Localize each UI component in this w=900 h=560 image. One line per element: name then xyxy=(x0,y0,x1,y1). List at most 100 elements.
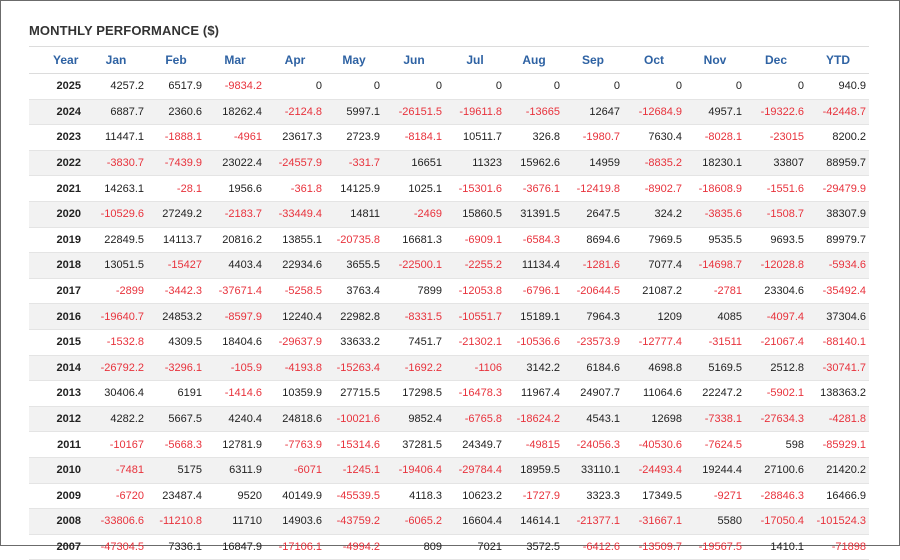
value-cell: 5997.1 xyxy=(325,99,383,126)
value-cell: 13855.1 xyxy=(265,227,325,254)
value-cell: 20816.2 xyxy=(205,227,265,254)
value-cell: 14263.1 xyxy=(85,175,147,202)
value-cell: 7021 xyxy=(445,534,505,560)
value-cell: 2360.6 xyxy=(147,99,205,126)
value-cell: -12028.8 xyxy=(745,252,807,279)
value-cell: 324.2 xyxy=(623,201,685,228)
value-cell: -45539.5 xyxy=(325,483,383,510)
value-cell: -3835.6 xyxy=(685,201,745,228)
value-cell: -8184.1 xyxy=(383,124,445,151)
value-cell: -8028.1 xyxy=(685,124,745,151)
value-cell: 14811 xyxy=(325,201,383,228)
value-cell: -4994.2 xyxy=(325,534,383,560)
value-cell: -19406.4 xyxy=(383,457,445,484)
year-cell: 2024 xyxy=(29,99,85,126)
value-cell: 7451.7 xyxy=(383,329,445,356)
value-cell: -3442.3 xyxy=(147,278,205,305)
value-cell: -5668.3 xyxy=(147,431,205,458)
value-cell: -6065.2 xyxy=(383,508,445,535)
value-cell: -12419.8 xyxy=(563,175,623,202)
value-cell: 15189.1 xyxy=(505,303,563,330)
value-cell: 15860.5 xyxy=(445,201,505,228)
table-row: 2025 4257.2 6517.9 -9834.2 0 0 0 0 0 0 0 0 0 940.9 xyxy=(29,73,869,100)
value-cell: 4085 xyxy=(685,303,745,330)
value-cell: 0 xyxy=(563,73,623,100)
value-cell: 15962.6 xyxy=(505,150,563,177)
value-cell: -24056.3 xyxy=(563,431,623,458)
value-cell: 24349.7 xyxy=(445,431,505,458)
value-cell: 11447.1 xyxy=(85,124,147,151)
value-cell: 8694.6 xyxy=(563,227,623,254)
value-cell: -6909.1 xyxy=(445,227,505,254)
value-cell: 23304.6 xyxy=(745,278,807,305)
value-cell: -47304.5 xyxy=(85,534,147,560)
value-cell: -19640.7 xyxy=(85,303,147,330)
value-cell: -21067.4 xyxy=(745,329,807,356)
value-cell: 9693.5 xyxy=(745,227,807,254)
value-cell: 18959.5 xyxy=(505,457,563,484)
value-cell: 11967.4 xyxy=(505,380,563,407)
value-cell: -20644.5 xyxy=(563,278,623,305)
value-cell: -33806.6 xyxy=(85,508,147,535)
ytd-cell: -85929.1 xyxy=(807,431,869,458)
value-cell: 12240.4 xyxy=(265,303,325,330)
value-cell: -10021.6 xyxy=(325,406,383,433)
value-cell: -1980.7 xyxy=(563,124,623,151)
value-cell: -1281.6 xyxy=(563,252,623,279)
ytd-cell: 89979.7 xyxy=(807,227,869,254)
value-cell: 0 xyxy=(505,73,563,100)
value-cell: -2255.2 xyxy=(445,252,505,279)
value-cell: -24557.9 xyxy=(265,150,325,177)
ytd-cell: 138363.2 xyxy=(807,380,869,407)
value-cell: 11710 xyxy=(205,508,265,535)
value-cell: -23573.9 xyxy=(563,329,623,356)
value-cell: 33807 xyxy=(745,150,807,177)
value-cell: -15263.4 xyxy=(325,355,383,382)
value-cell: -43759.2 xyxy=(325,508,383,535)
ytd-cell: 88959.7 xyxy=(807,150,869,177)
value-cell: 33110.1 xyxy=(563,457,623,484)
value-cell: 7630.4 xyxy=(623,124,685,151)
year-cell: 2014 xyxy=(29,355,85,382)
value-cell: 30406.4 xyxy=(85,380,147,407)
ytd-cell: -42448.7 xyxy=(807,99,869,126)
value-cell: 17349.5 xyxy=(623,483,685,510)
value-cell: -4097.4 xyxy=(745,303,807,330)
column-header-nov: Nov xyxy=(685,46,745,74)
table-row: 2008 -33806.6 -11210.8 11710 14903.6 -43759.2… xyxy=(29,508,869,535)
value-cell: 2512.8 xyxy=(745,355,807,382)
year-cell: 2009 xyxy=(29,483,85,510)
value-cell: 22982.8 xyxy=(325,303,383,330)
table-row: 2021 14263.1 -28.1 1956.6 -361.8 14125.9 1025.… xyxy=(29,175,869,202)
table-row: 2020 -10529.6 27249.2 -2183.7 -33449.4 14811-… xyxy=(29,201,869,228)
value-cell: -2781 xyxy=(685,278,745,305)
value-cell: 14959 xyxy=(563,150,623,177)
year-cell: 2015 xyxy=(29,329,85,356)
value-cell: -9271 xyxy=(685,483,745,510)
value-cell: -2469 xyxy=(383,201,445,228)
value-cell: 5169.5 xyxy=(685,355,745,382)
ytd-cell: -88140.1 xyxy=(807,329,869,356)
panel-title: MONTHLY PERFORMANCE ($) xyxy=(29,23,220,38)
value-cell: 2647.5 xyxy=(563,201,623,228)
value-cell: 37281.5 xyxy=(383,431,445,458)
value-cell: -6796.1 xyxy=(505,278,563,305)
value-cell: -2899 xyxy=(85,278,147,305)
value-cell: 4403.4 xyxy=(205,252,265,279)
ytd-cell: -30741.7 xyxy=(807,355,869,382)
value-cell: -4961 xyxy=(205,124,265,151)
value-cell: 19244.4 xyxy=(685,457,745,484)
column-header-mar: Mar xyxy=(205,46,265,74)
value-cell: 14614.1 xyxy=(505,508,563,535)
value-cell: -7439.9 xyxy=(147,150,205,177)
column-header-feb: Feb xyxy=(147,46,205,74)
value-cell: -22500.1 xyxy=(383,252,445,279)
value-cell: -19322.6 xyxy=(745,99,807,126)
value-cell: -27634.3 xyxy=(745,406,807,433)
table-row: 2023 11447.1 -1888.1 -4961 23617.3 2723.9 -818… xyxy=(29,124,869,151)
year-cell: 2016 xyxy=(29,303,85,330)
value-cell: 4957.1 xyxy=(685,99,745,126)
value-cell: -1245.1 xyxy=(325,457,383,484)
value-cell: 9535.5 xyxy=(685,227,745,254)
